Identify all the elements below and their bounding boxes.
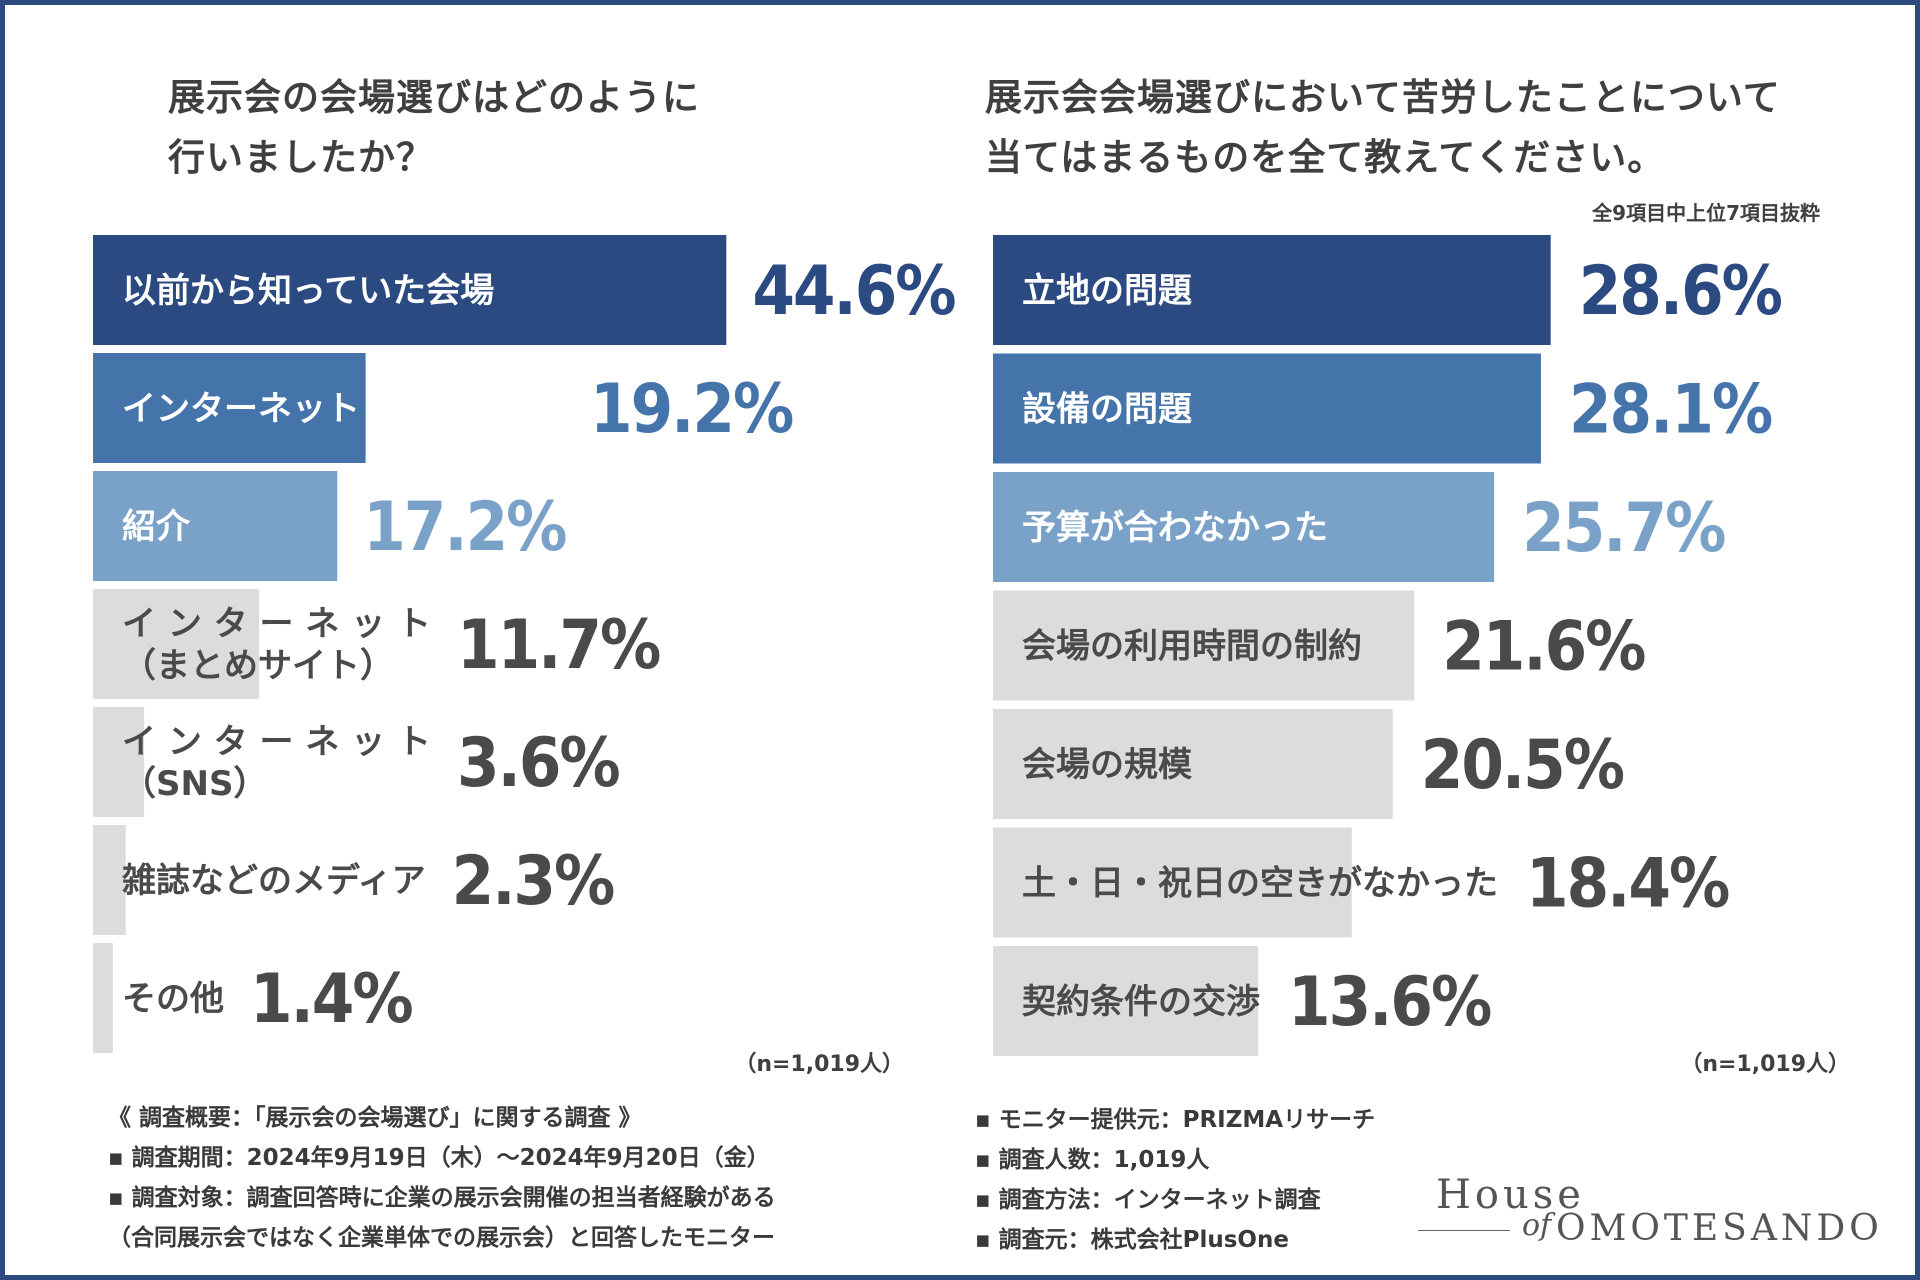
left-bar-4: [93, 589, 260, 699]
right-category-label: 設備の問題: [1022, 390, 1192, 430]
left-value-label: 3.6%: [457, 724, 619, 803]
left-category-label: イ ン タ ー ネ ッ ト: [122, 722, 431, 762]
right-sample-size: （n=1,019人）: [1680, 1052, 1850, 1077]
left-title-line-1: 展示会の会場選びはどのように: [168, 76, 700, 119]
left-sample-size: （n=1,019人）: [734, 1052, 904, 1077]
brand-logo: House of OMOTESANDO: [1418, 1172, 1896, 1254]
left-bar-3: [93, 471, 338, 581]
left-chart-title: 展示会の会場選びはどのように 行いましたか？: [168, 68, 700, 188]
right-value-label: 28.1%: [1569, 371, 1772, 450]
survey-notes-right: ▪ モニター提供元：PRIZMAリサーチ ▪ 調査人数：1,019人 ▪ 調査方…: [975, 1100, 1375, 1260]
left-category-label: （まとめサイト）: [122, 646, 394, 686]
left-category-label: インターネット（自然検索）: [122, 389, 564, 429]
left-title-line-2: 行いましたか？: [168, 136, 434, 179]
right-category-label: 会場の規模: [1022, 745, 1192, 785]
right-category-label: 契約条件の交渉: [1022, 982, 1260, 1022]
left-bar-6: [93, 825, 126, 935]
right-value-label: 25.7%: [1522, 489, 1725, 568]
note-line: ▪ 調査方法：インターネット調査: [975, 1187, 1321, 1213]
right-value-label: 13.6%: [1288, 963, 1491, 1042]
left-value-label: 44.6%: [752, 252, 955, 331]
left-bar-5: [93, 707, 145, 817]
left-bar-1: [93, 235, 727, 345]
left-category-label: （SNS）: [122, 764, 267, 804]
right-bar-3: [993, 472, 1495, 582]
left-category-label: その他: [122, 979, 224, 1019]
right-category-label: 会場の利用時間の制約: [1022, 627, 1362, 667]
right-bar-2: [993, 353, 1541, 464]
right-bar-1: [993, 235, 1551, 345]
right-bar-5: [993, 709, 1393, 819]
note-line: ▪ 調査期間：2024年9月19日（木）～2024年9月20日（金）: [108, 1145, 770, 1171]
right-value-label: 21.6%: [1442, 608, 1645, 687]
right-bar-4: [993, 590, 1415, 701]
note-line: ▪ 調査元：株式会社PlusOne: [975, 1227, 1289, 1253]
note-line: ▪ 調査人数：1,019人: [975, 1147, 1210, 1173]
right-value-label: 28.6%: [1579, 252, 1782, 331]
right-subnote: 全9項目中上位7項目抜粋: [1592, 201, 1820, 225]
right-value-label: 18.4%: [1526, 845, 1729, 924]
survey-notes-left: 《 調査概要：「展示会の会場選び」に関する調査 》 ▪ 調査期間：2024年9月…: [108, 1098, 776, 1258]
note-line: ▪ 調査対象：調査回答時に企業の展示会開催の担当者経験がある: [108, 1185, 776, 1211]
left-value-label: 1.4%: [250, 960, 412, 1039]
left-value-label: 17.2%: [363, 488, 566, 567]
left-value-label: 11.7%: [457, 606, 660, 685]
left-value-label: 2.3%: [452, 842, 614, 921]
logo-house-text: House: [1436, 1172, 1585, 1218]
right-category-label: 立地の問題: [1022, 271, 1192, 311]
left-category-label: 紹介: [122, 507, 191, 547]
right-bar-7: [993, 946, 1259, 1056]
right-value-label: 20.5%: [1421, 726, 1624, 805]
right-chart-title: 展示会会場選びにおいて苦労したことについて 当てはまるものを全て教えてください。: [985, 68, 1781, 188]
right-bar-6: [993, 827, 1352, 938]
left-bar-7: [93, 943, 113, 1053]
left-category-label: 雑誌などのメディア: [121, 861, 426, 901]
left-category-label: 以前から知っていた会場: [122, 271, 494, 311]
note-line: 《 調査概要：「展示会の会場選び」に関する調査 》: [108, 1105, 642, 1131]
logo-omotesando-text: OMOTESANDO: [1556, 1208, 1883, 1249]
left-value-label: 19.2%: [590, 370, 793, 449]
note-line: （合同展示会ではなく企業単体での展示会）と回答したモニター: [108, 1225, 775, 1251]
left-category-label: イ ン タ ー ネ ッ ト: [122, 604, 431, 644]
logo-of-text: of: [1522, 1208, 1552, 1243]
left-bar-2: [93, 353, 366, 463]
right-title-line-2: 当てはまるものを全て教えてください。: [985, 136, 1666, 179]
note-line: ▪ モニター提供元：PRIZMAリサーチ: [975, 1107, 1376, 1133]
right-title-line-1: 展示会会場選びにおいて苦労したことについて: [985, 76, 1781, 119]
right-category-label: 土・日・祝日の空きがなかった: [1022, 864, 1498, 904]
right-category-label: 予算が合わなかった: [1022, 508, 1328, 548]
logo-rule: [1418, 1230, 1510, 1231]
